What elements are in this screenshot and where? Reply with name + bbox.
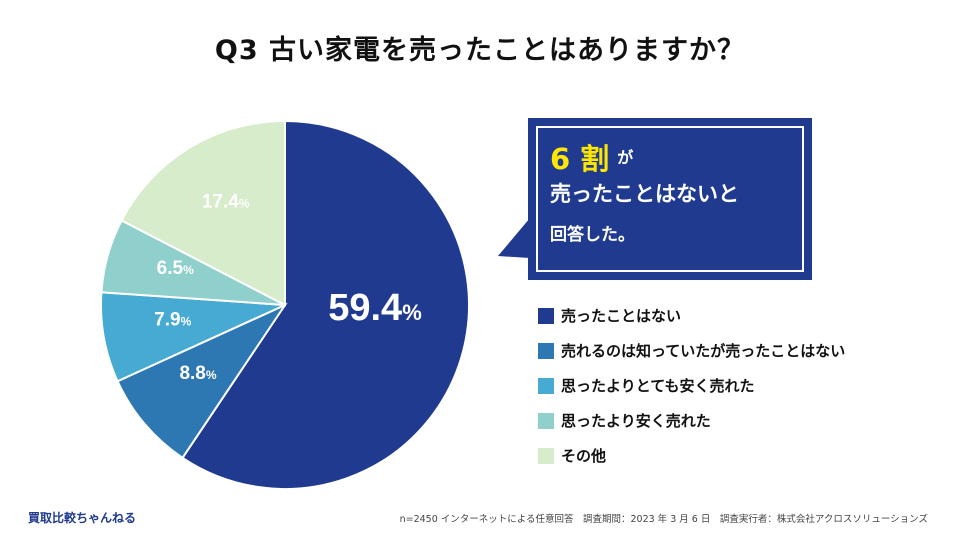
legend-swatch xyxy=(538,412,554,429)
pie-slice xyxy=(116,302,288,460)
legend-item: 思ったよりとても安く売れた xyxy=(538,368,845,403)
legend-label: 思ったより安く売れた xyxy=(561,412,711,430)
legend-swatch xyxy=(538,447,554,464)
legend-label: 思ったよりとても安く売れた xyxy=(561,377,755,395)
legend-item: その他 xyxy=(538,438,845,473)
legend-item: 売ったことはない xyxy=(538,298,845,333)
legend-item: 思ったより安く売れた xyxy=(538,403,845,438)
survey-note: n=2450 インターネットによる任意回答 調査期間：2023 年 3 月 6 … xyxy=(399,514,928,525)
pie-slice xyxy=(120,119,286,307)
callout-text: 6 割が 売ったことはないと 回答した。 xyxy=(550,136,739,245)
callout-line2: 売ったことはないと xyxy=(550,182,739,206)
legend-item: 売れるのは知っていたが売ったことはない xyxy=(538,333,845,368)
legend-swatch xyxy=(538,307,554,324)
callout-line3: 回答した。 xyxy=(550,225,635,245)
pie-slice xyxy=(100,291,286,383)
slice-label: 17.4% xyxy=(202,192,250,213)
callout-small: が xyxy=(617,148,634,167)
slice-label: 59.4% xyxy=(328,287,422,329)
legend-swatch xyxy=(538,377,554,394)
chart-title: Q3 古い家電を売ったことはありますか？ xyxy=(214,35,746,66)
callout-pointer xyxy=(498,218,530,258)
callout-highlight: 6 割 xyxy=(550,142,610,176)
slice-label: 7.9% xyxy=(154,309,191,330)
slice-label: 8.8% xyxy=(179,363,216,384)
legend: 売ったことはない 売れるのは知っていたが売ったことはない 思ったよりとても安く売… xyxy=(538,298,845,473)
pie-slice xyxy=(181,119,470,490)
slice-label: 6.5% xyxy=(157,258,194,279)
legend-swatch xyxy=(538,342,554,359)
legend-label: 売れるのは知っていたが売ったことはない xyxy=(561,342,846,360)
brand-name: 買取比較ちゃんねる xyxy=(28,511,137,525)
legend-label: 売ったことはない xyxy=(561,307,682,325)
legend-label: その他 xyxy=(561,447,607,465)
callout-border xyxy=(536,126,804,272)
callout-box: 6 割が 売ったことはないと 回答した。 xyxy=(528,118,812,280)
